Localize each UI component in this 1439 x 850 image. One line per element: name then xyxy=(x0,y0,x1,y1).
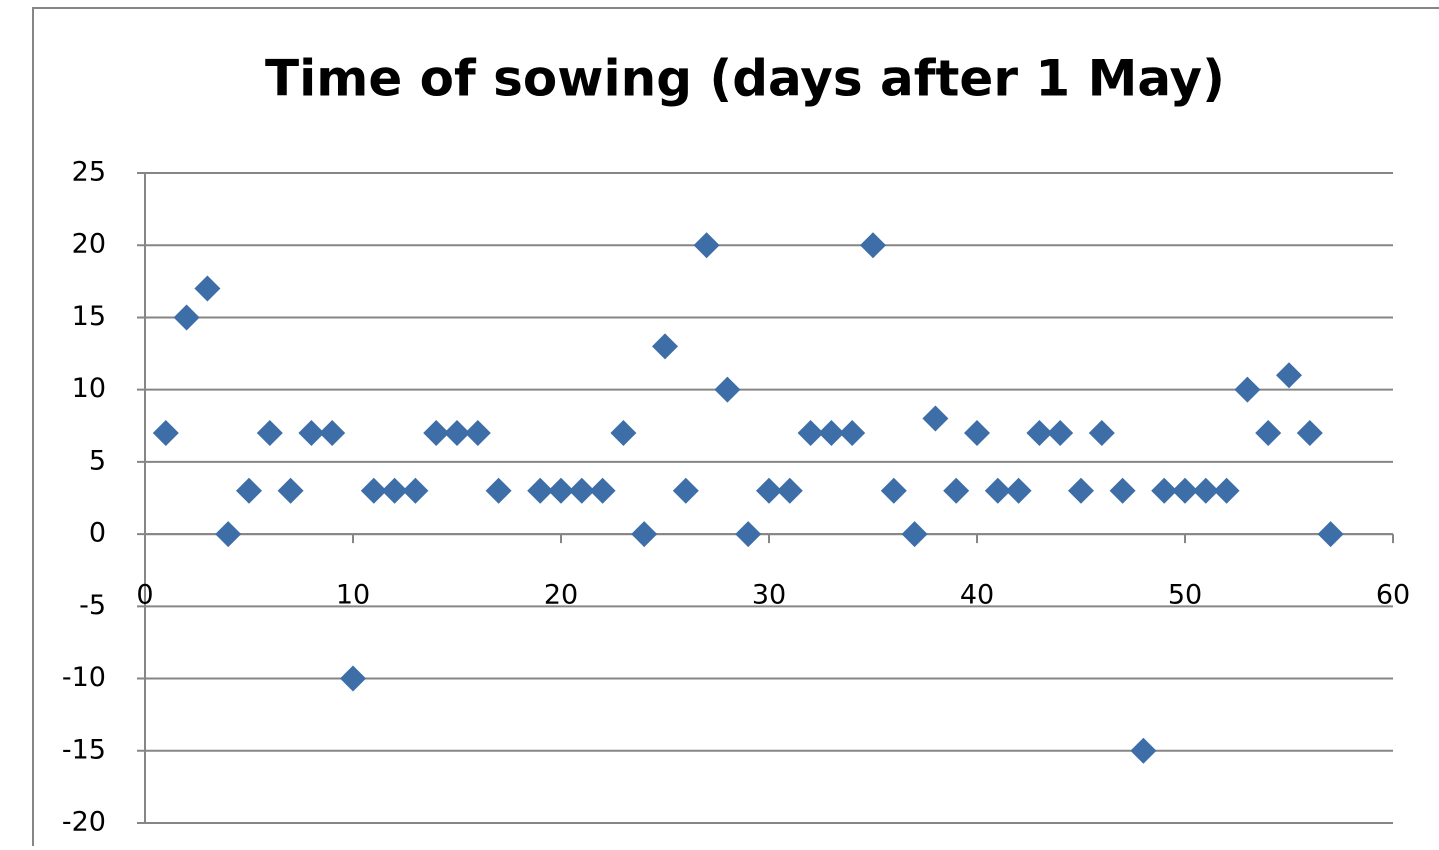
y-tick-label: -15 xyxy=(62,734,106,765)
point xyxy=(1234,376,1261,403)
point xyxy=(527,477,554,504)
y-tick-label: -5 xyxy=(79,590,106,621)
point xyxy=(215,521,242,548)
point xyxy=(548,477,574,504)
point xyxy=(402,477,429,504)
x-tick-label: 20 xyxy=(544,580,578,611)
point xyxy=(298,420,325,446)
point xyxy=(194,275,221,302)
point xyxy=(922,405,949,432)
point xyxy=(964,420,990,446)
y-tick-label: 15 xyxy=(72,301,106,332)
point xyxy=(1151,477,1178,504)
y-tick-label: 10 xyxy=(72,373,106,404)
point xyxy=(173,304,200,331)
point xyxy=(818,420,845,446)
point xyxy=(1192,477,1219,504)
y-tick-label: 20 xyxy=(72,229,106,260)
point xyxy=(568,477,595,504)
x-tick-label: 50 xyxy=(1168,580,1202,611)
point xyxy=(360,477,387,504)
point xyxy=(797,420,824,446)
point xyxy=(1088,420,1115,446)
x-tick-label: 30 xyxy=(752,580,786,611)
point xyxy=(714,376,741,403)
point xyxy=(652,333,678,360)
point xyxy=(672,477,699,504)
point xyxy=(1130,737,1157,764)
point xyxy=(756,477,782,504)
point xyxy=(256,420,283,446)
point xyxy=(880,477,907,504)
y-tick-label: 25 xyxy=(72,157,106,188)
point xyxy=(1213,477,1240,504)
x-tick-label: 10 xyxy=(336,580,370,611)
point xyxy=(839,420,866,446)
point xyxy=(943,477,970,504)
point xyxy=(1005,477,1032,504)
point xyxy=(1068,477,1094,504)
point xyxy=(340,665,366,692)
point xyxy=(735,521,762,548)
y-tick-label: -10 xyxy=(62,662,106,693)
point xyxy=(1172,477,1198,504)
y-tick-label: 5 xyxy=(89,445,106,476)
point xyxy=(860,232,886,259)
point xyxy=(277,477,304,504)
point xyxy=(444,420,470,446)
point xyxy=(423,420,450,446)
point xyxy=(776,477,803,504)
point xyxy=(631,521,658,548)
x-tick-label: 0 xyxy=(136,580,153,611)
point xyxy=(610,420,637,446)
x-tick-label: 60 xyxy=(1376,580,1410,611)
point xyxy=(1296,420,1323,446)
x-tick-label: 40 xyxy=(960,580,994,611)
point xyxy=(319,420,346,446)
point xyxy=(901,521,928,548)
point xyxy=(1317,521,1344,548)
point xyxy=(589,477,616,504)
point xyxy=(1276,362,1302,389)
point xyxy=(236,477,262,504)
chart-title: Time of sowing (days after 1 May) xyxy=(265,50,1225,108)
point xyxy=(693,232,720,259)
point xyxy=(464,420,491,446)
point xyxy=(1047,420,1074,446)
point xyxy=(152,420,179,446)
y-tick-label: -20 xyxy=(62,807,106,838)
point xyxy=(984,477,1011,504)
chart-border xyxy=(32,7,1439,850)
point xyxy=(1026,420,1053,446)
point xyxy=(1255,420,1282,446)
point xyxy=(1109,477,1136,504)
point xyxy=(381,477,408,504)
y-tick-label: 0 xyxy=(89,518,106,549)
point xyxy=(485,477,512,504)
